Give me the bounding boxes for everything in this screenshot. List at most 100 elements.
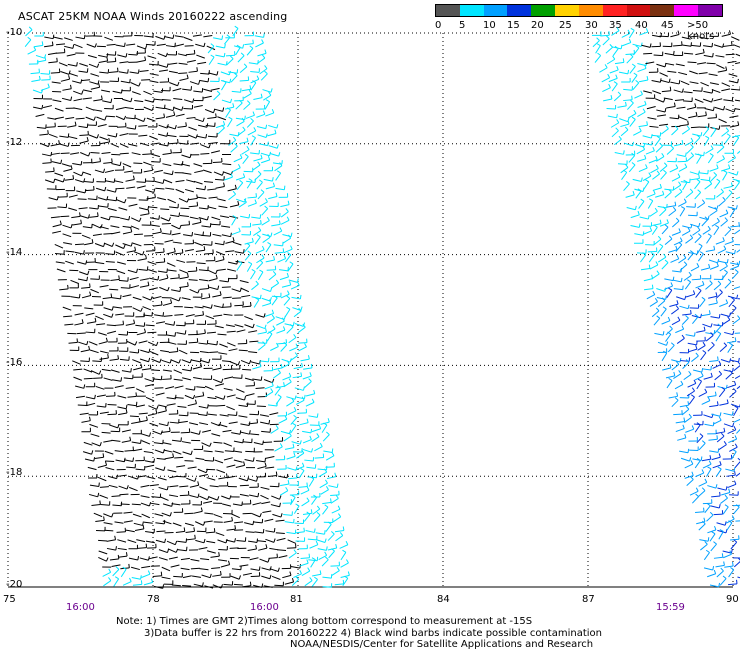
wind-barb [289,481,299,486]
wind-barb [115,107,125,111]
wind-barb [257,328,267,335]
wind-barb [76,332,86,335]
wind-barb [678,116,688,121]
wind-barb [98,53,109,58]
wind-barb [112,566,120,577]
wind-barb [652,170,660,180]
wind-barb [707,341,715,352]
wind-barb [262,299,272,307]
lat-label-12: -12 [6,137,23,148]
wind-barb [680,457,692,462]
wind-barb [105,460,115,463]
wind-barb [189,288,200,294]
wind-barb [215,43,226,49]
wind-barb [118,409,128,416]
wind-barb [216,469,226,474]
wind-barb [231,227,241,236]
wind-barb [274,162,283,172]
wind-barb [143,451,153,454]
wind-barb [135,312,145,318]
wind-barb [226,330,236,333]
wind-barb [253,154,263,162]
wind-barb [721,82,731,87]
wind-barb [721,164,731,172]
wind-barb [171,503,181,506]
wind-barb [119,152,129,155]
wind-barb [66,53,76,57]
wind-barb [721,127,730,137]
wind-barb [169,494,179,498]
wind-barb [187,466,197,469]
wind-barb [726,520,733,531]
wind-barb [235,99,243,110]
wind-barb [265,242,272,253]
wind-barb [623,181,630,192]
wind-barb [147,341,159,347]
wind-barb [707,113,718,119]
wind-barb [257,189,265,200]
wind-barb [167,198,177,204]
wind-barb [104,529,114,532]
wind-barb [231,430,242,435]
wind-barb [244,39,254,46]
wind-barb [143,521,153,524]
wind-barb [163,179,173,184]
wind-barb [228,421,238,424]
wind-barb [52,220,62,228]
wind-barb [103,306,114,311]
time-label: 15:59 [656,602,685,613]
wind-barb [82,89,92,93]
wind-barb [642,141,653,146]
wind-barb [253,93,263,101]
wind-barb [207,396,217,400]
wind-barb [704,502,711,514]
wind-barb [252,219,262,226]
wind-barb [158,404,168,408]
wind-barb [139,556,150,561]
wind-barb [670,254,680,263]
wind-barb [303,363,313,370]
wind-barb [662,42,673,48]
wind-barb [162,520,172,525]
wind-barb [675,241,683,252]
wind-barb [238,349,248,352]
wind-barb [280,479,290,487]
wind-barb [709,82,719,85]
wind-barb [696,153,702,164]
wind-barb [216,251,225,256]
lon-label-84: 84 [437,594,450,605]
wind-barb [699,537,710,542]
wind-barb [136,49,146,54]
wind-barb [226,464,236,468]
wind-barb [117,539,127,543]
wind-barb [299,559,309,567]
wind-barb [277,411,288,417]
wind-barb [614,58,625,65]
wind-barb [122,97,133,103]
wind-barb [330,494,339,504]
wind-barb [247,544,257,552]
wind-barb [726,515,735,524]
wind-barb [235,461,246,468]
wind-barb [120,143,129,148]
wind-barb [233,583,243,586]
wind-barb [697,487,706,497]
wind-barb [698,72,708,75]
wind-barb [230,365,241,370]
wind-barb [706,511,714,522]
wind-barb [147,261,157,265]
wind-barb [132,296,142,301]
wind-barb [193,163,203,167]
wind-barb [652,183,662,191]
wind-barb [81,234,91,239]
wind-barb [731,269,739,280]
wind-barb [651,42,661,48]
wind-barb [267,471,278,477]
wind-barb [210,87,220,91]
wind-barb [86,43,97,48]
wind-barb [188,67,198,73]
wind-barb [649,297,658,307]
wind-barb [322,498,332,505]
wind-barb [152,571,163,577]
wind-barb [714,106,726,111]
